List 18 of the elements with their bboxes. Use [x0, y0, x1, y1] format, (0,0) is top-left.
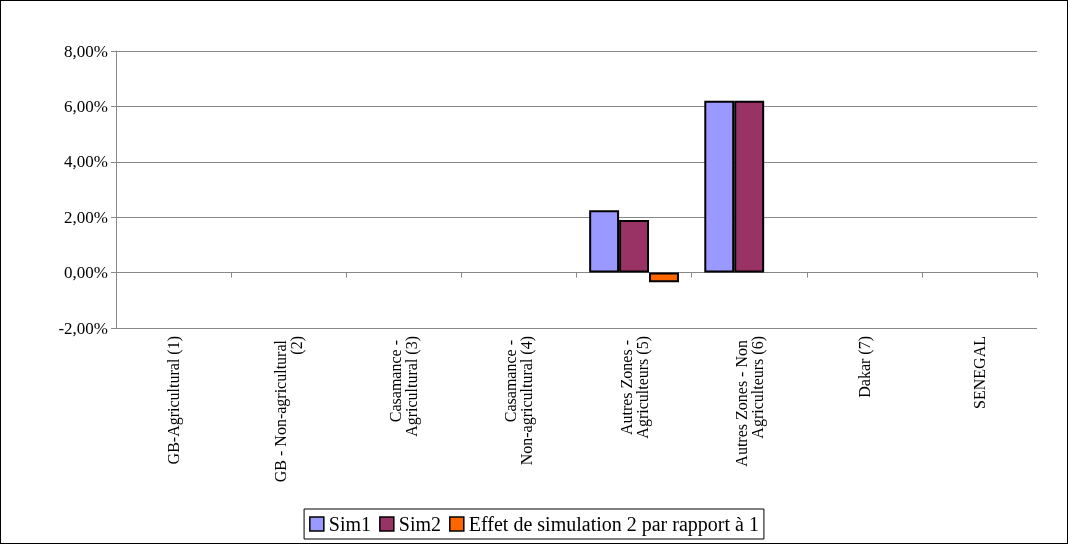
x-tick-label: Autres Zones - Agriculteurs (5) [617, 336, 652, 439]
legend-label: Sim2 [398, 513, 442, 535]
x-tick-label: GB - Non-agricultural (2) [272, 336, 307, 483]
bar [649, 272, 679, 283]
x-tick-label: Casamance - Non-agricultural (4) [502, 336, 537, 466]
y-tick-label: 8,00% [64, 41, 108, 61]
x-tick-label: Dakar (7) [855, 336, 874, 398]
y-tick-label: 6,00% [64, 96, 108, 116]
legend-label: Effet de simulation 2 par rapport à 1 [468, 513, 759, 536]
y-tick-label: 4,00% [64, 152, 108, 172]
x-tick-label: Casamance - Agricultural (3) [387, 336, 422, 437]
x-tick-label: GB-Agricultural (1) [165, 336, 184, 465]
y-tick-label: -2,00% [58, 318, 108, 338]
x-tick-label: Autres Zones - Non Agriculteurs (6) [732, 336, 767, 467]
x-tick-label: SENEGAL [970, 336, 988, 409]
legend-label: Sim1 [328, 513, 372, 535]
y-tick-label: 2,00% [64, 207, 108, 227]
y-tick-label: 0,00% [64, 263, 108, 283]
